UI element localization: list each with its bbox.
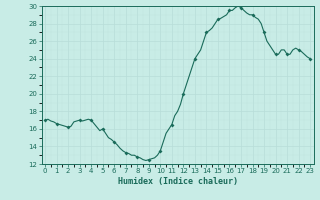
X-axis label: Humidex (Indice chaleur): Humidex (Indice chaleur)	[118, 177, 237, 186]
